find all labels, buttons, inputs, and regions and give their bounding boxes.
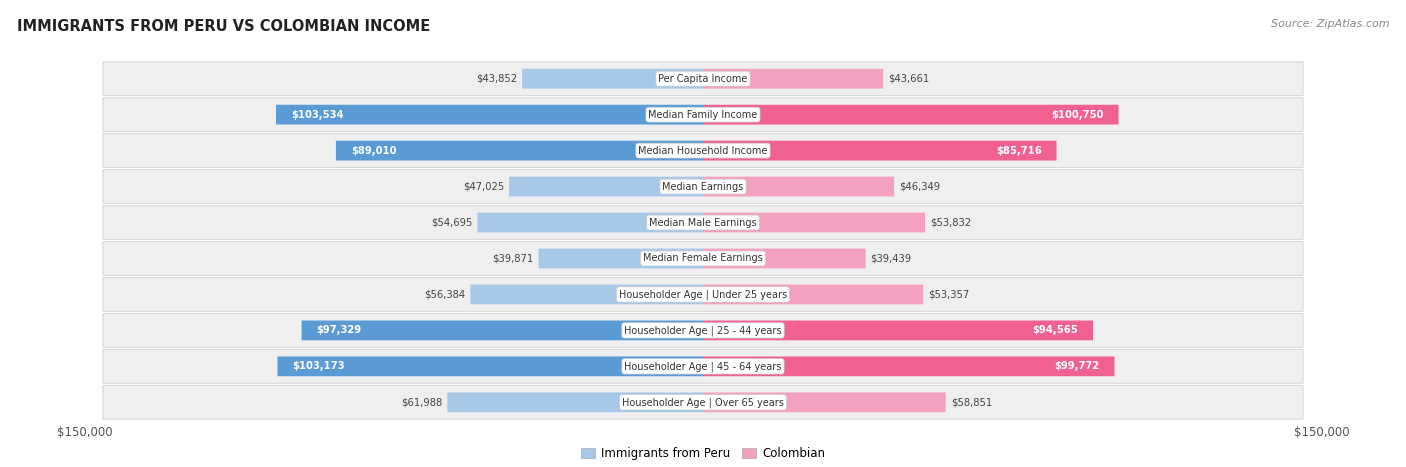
Text: Householder Age | 45 - 64 years: Householder Age | 45 - 64 years <box>624 361 782 372</box>
Text: $47,025: $47,025 <box>463 182 505 191</box>
Text: Householder Age | Over 65 years: Householder Age | Over 65 years <box>621 397 785 408</box>
FancyBboxPatch shape <box>509 177 703 197</box>
FancyBboxPatch shape <box>277 356 703 376</box>
FancyBboxPatch shape <box>276 105 703 125</box>
FancyBboxPatch shape <box>703 356 1115 376</box>
Text: $54,695: $54,695 <box>432 218 472 227</box>
FancyBboxPatch shape <box>703 284 924 304</box>
FancyBboxPatch shape <box>103 349 1303 383</box>
Text: $103,534: $103,534 <box>291 110 343 120</box>
Text: $85,716: $85,716 <box>995 146 1042 156</box>
FancyBboxPatch shape <box>103 205 1303 240</box>
Text: $53,832: $53,832 <box>929 218 972 227</box>
Text: $46,349: $46,349 <box>898 182 941 191</box>
FancyBboxPatch shape <box>522 69 703 89</box>
Legend: Immigrants from Peru, Colombian: Immigrants from Peru, Colombian <box>576 442 830 465</box>
FancyBboxPatch shape <box>103 313 1303 347</box>
Text: Median Family Income: Median Family Income <box>648 110 758 120</box>
Text: Householder Age | 25 - 44 years: Householder Age | 25 - 44 years <box>624 325 782 336</box>
FancyBboxPatch shape <box>103 134 1303 168</box>
FancyBboxPatch shape <box>447 392 703 412</box>
Text: Householder Age | Under 25 years: Householder Age | Under 25 years <box>619 289 787 300</box>
Text: IMMIGRANTS FROM PERU VS COLOMBIAN INCOME: IMMIGRANTS FROM PERU VS COLOMBIAN INCOME <box>17 19 430 34</box>
Text: $43,661: $43,661 <box>889 74 929 84</box>
FancyBboxPatch shape <box>703 69 883 89</box>
Text: $97,329: $97,329 <box>316 325 361 335</box>
FancyBboxPatch shape <box>478 212 703 233</box>
FancyBboxPatch shape <box>103 62 1303 96</box>
FancyBboxPatch shape <box>703 212 925 233</box>
Text: $94,565: $94,565 <box>1032 325 1078 335</box>
Text: Median Male Earnings: Median Male Earnings <box>650 218 756 227</box>
Text: Median Female Earnings: Median Female Earnings <box>643 254 763 263</box>
Text: $100,750: $100,750 <box>1052 110 1104 120</box>
Text: $39,439: $39,439 <box>870 254 911 263</box>
FancyBboxPatch shape <box>703 177 894 197</box>
Text: $99,772: $99,772 <box>1054 361 1099 371</box>
FancyBboxPatch shape <box>703 105 1119 125</box>
Text: $56,384: $56,384 <box>425 290 465 299</box>
Text: Per Capita Income: Per Capita Income <box>658 74 748 84</box>
Text: $58,851: $58,851 <box>950 397 991 407</box>
Text: $43,852: $43,852 <box>477 74 517 84</box>
Text: $89,010: $89,010 <box>350 146 396 156</box>
FancyBboxPatch shape <box>336 141 703 161</box>
FancyBboxPatch shape <box>103 170 1303 204</box>
FancyBboxPatch shape <box>703 248 866 269</box>
FancyBboxPatch shape <box>302 320 703 340</box>
FancyBboxPatch shape <box>103 98 1303 132</box>
Text: $53,357: $53,357 <box>928 290 969 299</box>
Text: $103,173: $103,173 <box>292 361 344 371</box>
FancyBboxPatch shape <box>703 141 1056 161</box>
FancyBboxPatch shape <box>703 392 946 412</box>
Text: Median Earnings: Median Earnings <box>662 182 744 191</box>
FancyBboxPatch shape <box>103 277 1303 311</box>
FancyBboxPatch shape <box>703 320 1092 340</box>
FancyBboxPatch shape <box>103 241 1303 276</box>
FancyBboxPatch shape <box>471 284 703 304</box>
Text: Median Household Income: Median Household Income <box>638 146 768 156</box>
Text: $61,988: $61,988 <box>401 397 443 407</box>
Text: Source: ZipAtlas.com: Source: ZipAtlas.com <box>1271 19 1389 28</box>
FancyBboxPatch shape <box>103 385 1303 419</box>
FancyBboxPatch shape <box>538 248 703 269</box>
Text: $39,871: $39,871 <box>492 254 534 263</box>
